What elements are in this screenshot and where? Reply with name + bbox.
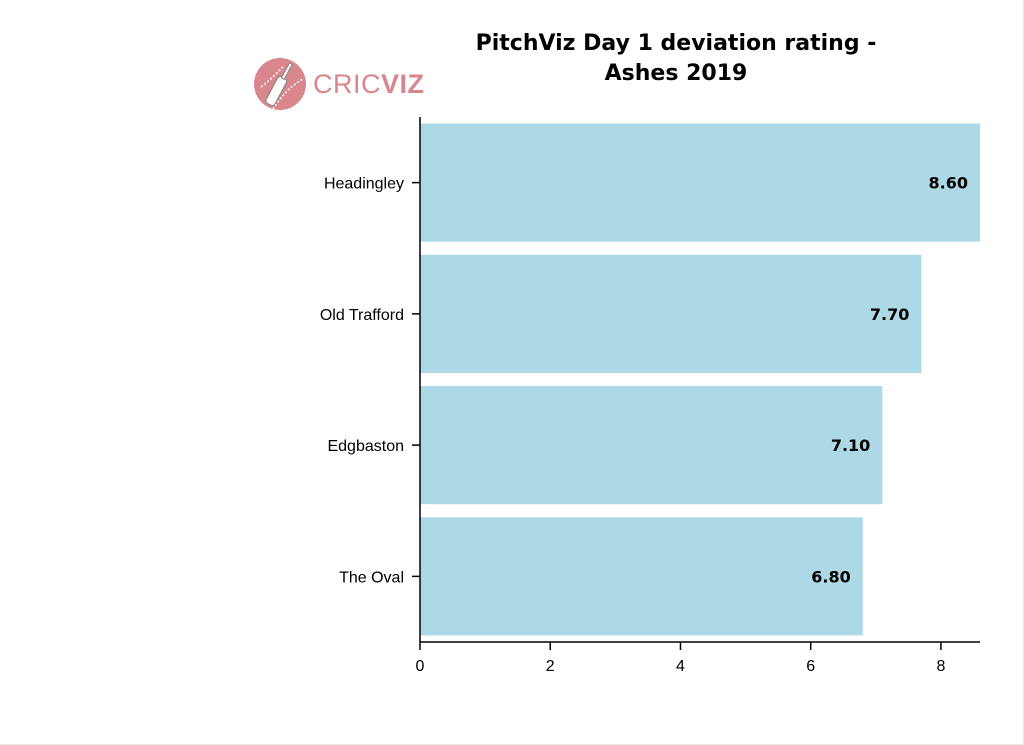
logo-text-viz: VIZ <box>381 68 425 99</box>
x-tick-label-2: 2 <box>546 658 555 675</box>
y-tick-label-headingley: Headingley <box>324 176 404 193</box>
x-tick-label-6: 6 <box>806 658 815 675</box>
bar-old-trafford <box>420 254 922 373</box>
x-tick-label-4: 4 <box>676 658 685 675</box>
y-tick-label-the-oval: The Oval <box>339 569 404 586</box>
x-tick-label-0: 0 <box>416 658 425 675</box>
y-tick-label-edgbaston: Edgbaston <box>327 438 404 455</box>
value-label-the-oval: 6.80 <box>811 567 850 586</box>
x-tick-label-8: 8 <box>936 658 945 675</box>
bar-the-oval <box>420 517 863 636</box>
value-label-old-trafford: 7.70 <box>870 305 909 324</box>
bar-edgbaston <box>420 386 883 505</box>
bar-headingley <box>420 123 980 242</box>
cricket-bat-logo-icon <box>254 58 306 110</box>
logo-wordmark: CRICVIZ <box>313 69 425 100</box>
cricviz-logo: CRICVIZ <box>253 55 425 113</box>
axes-group: Headingley Old Trafford Edgbaston The Oval 0… <box>320 117 980 675</box>
y-tick-label-old-trafford: Old Trafford <box>320 307 404 324</box>
value-label-headingley: 8.60 <box>929 174 968 193</box>
chart-title-line-1: PitchViz Day 1 deviation rating - <box>476 31 877 56</box>
value-label-edgbaston: 7.10 <box>831 436 870 455</box>
chart-title-line-2: Ashes 2019 <box>605 61 748 86</box>
logo-text-cric: CRIC <box>313 68 381 99</box>
bars-group: 8.60 7.70 7.10 6.80 <box>420 123 980 636</box>
